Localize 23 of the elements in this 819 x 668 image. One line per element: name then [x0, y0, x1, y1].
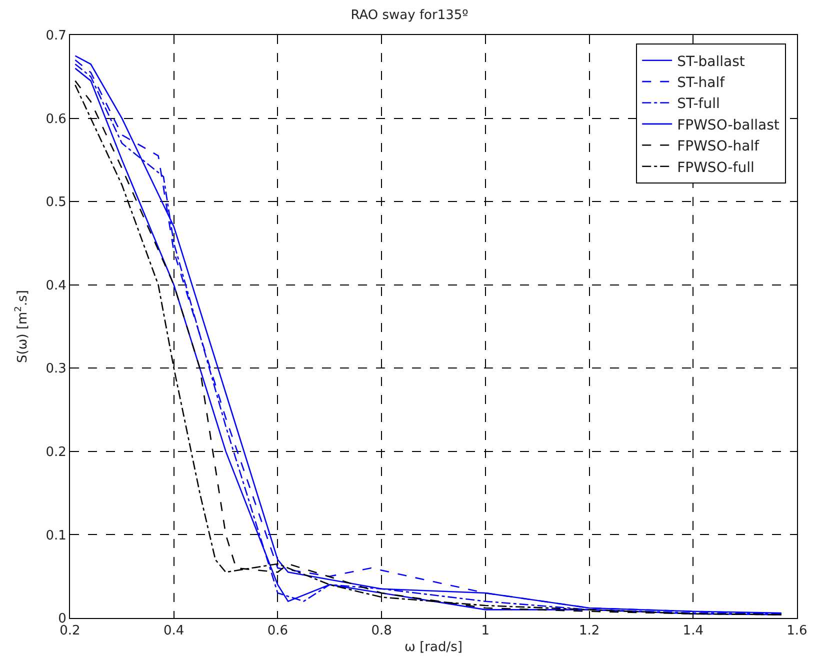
- x-tick-label: 0.8: [371, 624, 392, 639]
- x-tick-label: 1: [481, 624, 490, 639]
- x-tick-label: 0.2: [60, 624, 80, 639]
- legend-label: FPWSO-half: [677, 138, 760, 155]
- x-axis-title: ω [rad/s]: [404, 640, 462, 656]
- chart-title: RAO sway for135º: [350, 8, 468, 24]
- legend-label: ST-ballast: [677, 54, 746, 70]
- x-tick-label: 0.6: [267, 624, 288, 639]
- y-tick-label: 0.2: [46, 444, 66, 460]
- x-tick-label: 1.2: [578, 624, 600, 639]
- y-tick-label: 0.1: [46, 528, 66, 544]
- y-tick-label: 0.3: [46, 362, 66, 377]
- x-tick-label: 1.4: [682, 624, 704, 639]
- legend-label: FPWSO-ballast: [677, 117, 780, 134]
- y-tick-label: 0.4: [46, 278, 66, 294]
- legend-label: ST-full: [677, 96, 720, 112]
- x-tick-label: 1.6: [786, 624, 808, 639]
- y-tick-label: 0.6: [46, 112, 66, 127]
- legend-label: ST-half: [677, 75, 726, 92]
- y-tick-label: 0.5: [46, 195, 66, 210]
- x-tick-label: 0.4: [164, 624, 184, 639]
- y-tick-label: 0.7: [46, 28, 66, 44]
- legend-label: FPWSO-full: [677, 160, 754, 176]
